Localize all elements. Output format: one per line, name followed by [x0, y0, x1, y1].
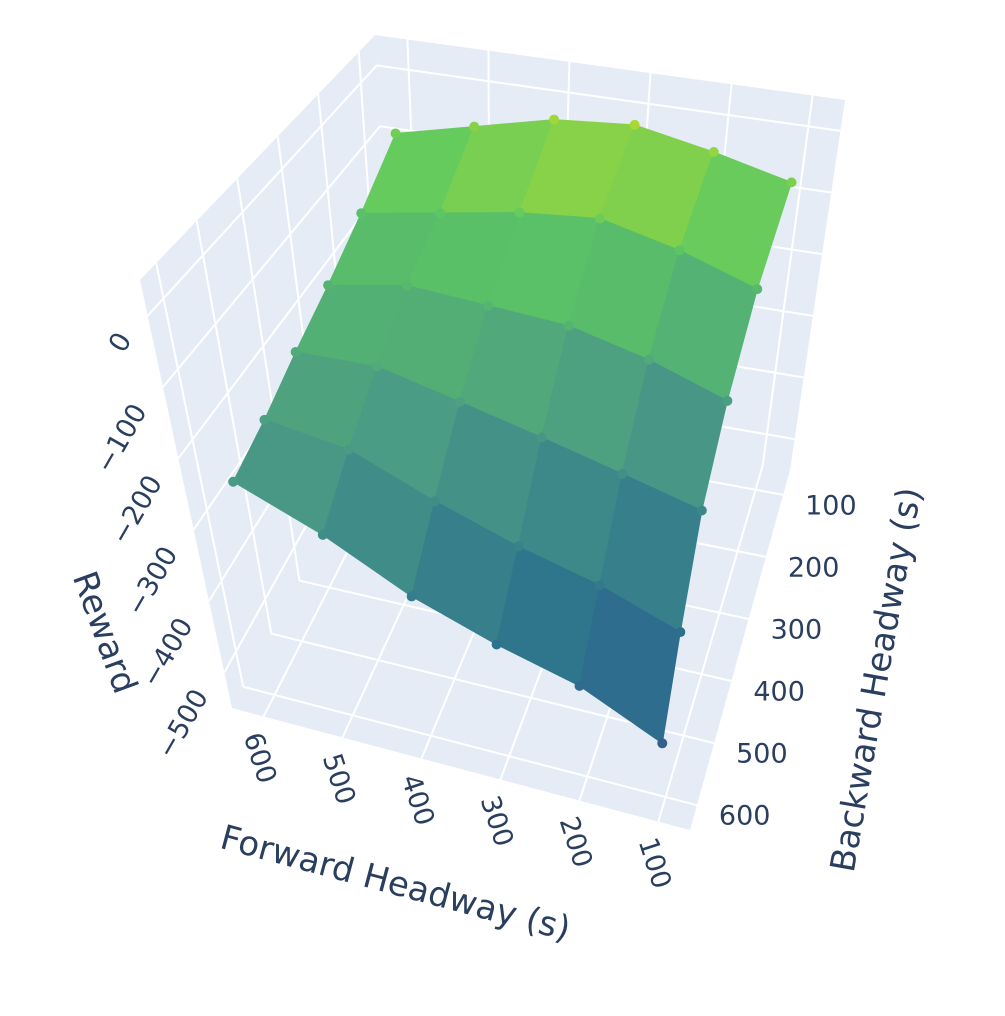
y-tick-label: 500	[736, 739, 788, 770]
grid-line	[376, 64, 841, 132]
surface-point	[536, 432, 547, 443]
surface-point	[752, 284, 763, 295]
z-tick-label: −300	[120, 541, 184, 621]
y-tick-label: 200	[788, 552, 840, 583]
surface-point	[371, 361, 382, 372]
surface-point	[708, 147, 719, 158]
surface-point	[491, 639, 502, 650]
grid-line	[155, 262, 245, 687]
x-tick-label: 500	[316, 750, 361, 809]
surface-point	[549, 114, 560, 125]
z-tick-label: −400	[136, 613, 200, 693]
surface-point	[722, 395, 733, 406]
grid-line	[177, 186, 385, 459]
surface-point	[629, 119, 640, 130]
surface-point	[594, 580, 605, 591]
surface-point	[469, 121, 480, 132]
surface-point	[574, 680, 585, 691]
grid-line	[195, 220, 273, 634]
y-tick-label: 100	[805, 490, 857, 521]
x-tick-label: 100	[632, 834, 677, 893]
grid-line	[162, 125, 381, 388]
z-tick-label: 0	[103, 327, 138, 357]
surface-point	[786, 177, 797, 188]
surface-point	[228, 476, 239, 487]
surface-point	[594, 213, 605, 224]
x-tick-label: 600	[237, 729, 282, 788]
surface-point	[513, 541, 524, 552]
surface-point	[390, 128, 401, 139]
surface-point	[514, 207, 525, 218]
surface-point	[343, 444, 354, 455]
surface-point	[563, 320, 574, 331]
z-tick-label: −100	[90, 399, 154, 479]
surface-point	[674, 245, 685, 256]
surface-point	[356, 208, 367, 219]
surface-point	[657, 738, 668, 749]
grid-line	[657, 464, 764, 822]
grid-line	[146, 64, 378, 317]
grid-line	[761, 95, 814, 466]
z-tick-label: −200	[105, 470, 169, 550]
x-tick-label: 200	[553, 813, 598, 872]
y-tick-label: 300	[771, 614, 823, 645]
y-axis-title: Backward Headway (s)	[823, 484, 930, 875]
surface-point	[406, 591, 417, 602]
surface-point	[454, 396, 465, 407]
grid-line	[242, 685, 698, 807]
surface-point	[323, 280, 334, 291]
surface-point	[317, 529, 328, 540]
surface-point	[434, 207, 445, 218]
surface-point	[290, 346, 301, 357]
x-axis-title: Forward Headway (s)	[216, 818, 574, 950]
surface-point	[259, 414, 270, 425]
y-tick-label: 600	[719, 801, 771, 832]
surface-point	[483, 300, 494, 311]
y-tick-label: 400	[753, 677, 805, 708]
surface-point	[675, 627, 686, 638]
surface-point	[429, 496, 440, 507]
surface-point	[617, 468, 628, 479]
z-tick-label: −500	[151, 684, 215, 764]
x-tick-label: 300	[474, 792, 519, 851]
surface-point	[402, 280, 413, 291]
surface-point	[643, 354, 654, 365]
x-tick-label: 400	[395, 771, 440, 830]
surface-point	[696, 505, 707, 516]
